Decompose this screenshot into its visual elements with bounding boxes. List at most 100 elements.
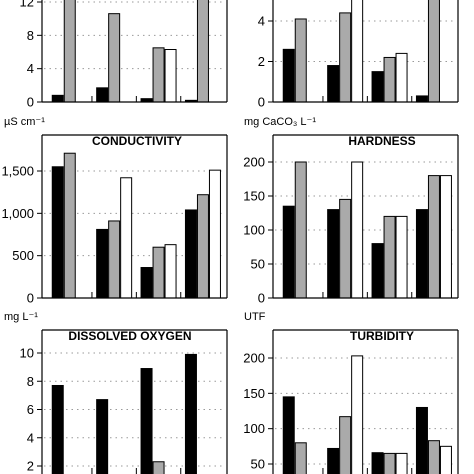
unit-label: µS cm⁻¹ [4,116,45,128]
panel-plot-area [275,0,456,102]
y-tick-label: 500 [12,248,34,263]
bar-g1-s1 [51,94,64,102]
y-tick-label: 200 [243,351,265,366]
panel-title: CONDUCTIVITY [92,134,182,148]
bar-g4-s1 [415,209,428,298]
panel-6: 50 100 150 200 TURBIDITY UTF [243,311,459,474]
bar-g4-s2 [427,0,440,102]
bar-g4-s3 [439,445,452,474]
bar-g1-s2 [294,18,307,102]
bar-g3-s3 [395,52,408,102]
bar-g1-s2 [294,442,307,474]
y-tick-label: 50 [251,257,265,272]
bar-g3-s1 [371,452,384,474]
y-tick-label: 10 [20,346,34,361]
bar-g2-s2 [339,12,352,102]
bar-g3-s2 [152,47,165,102]
y-tick-label: 4 [27,61,34,76]
panel-3: 0 500 1,000 1,500 CONDUCTIVITY µS cm⁻¹ [1,116,228,306]
bar-g1-s2 [294,161,307,298]
bar-g4-s1 [184,99,197,102]
y-tick-label: 4 [27,430,34,445]
bar-g2-s1 [327,209,340,298]
bar-g4-s2 [427,175,440,298]
y-tick-label: 200 [243,155,265,170]
bar-g2-s2 [339,198,352,298]
bar-g3-s1 [140,267,153,298]
bar-g3-s1 [140,368,153,474]
y-tick-label: 12 [20,0,34,10]
panel-plot-area [275,355,456,474]
y-tick-label: 100 [243,421,265,436]
y-tick-label: 100 [243,223,265,238]
panel-4: 0 50 100 150 200 HARDNESS mg CaCO₃ L⁻¹ [243,116,459,306]
bar-g3-s1 [371,71,384,102]
bar-g2-s1 [96,87,109,102]
panel-plot-area [275,161,456,298]
y-tick-label: 8 [27,28,34,43]
bar-g1-s1 [282,205,295,298]
y-tick-label: 1,500 [1,164,34,179]
bar-g1-s1 [282,396,295,474]
bar-g2-s1 [327,65,340,102]
panel-1: 0 4 8 12 [20,0,228,110]
panel-2: 0 2 4 [258,0,459,110]
bar-g3-s2 [152,461,165,474]
panel-title: TURBIDITY [350,329,414,343]
bar-g1-s1 [51,384,64,474]
y-tick-label: 0 [27,95,34,110]
bar-g3-s3 [395,215,408,298]
y-tick-label: 0 [27,291,34,306]
panel-plot-area [44,352,225,474]
bar-g1-s1 [51,166,64,298]
bar-g2-s3 [351,355,364,474]
bar-g2-s2 [108,220,121,298]
y-tick-label: 4 [258,14,265,29]
bar-g4-s2 [427,440,440,474]
y-tick-label: 150 [243,189,265,204]
y-tick-label: 50 [251,457,265,472]
panel-plot-area [44,0,225,102]
bar-g4-s2 [196,0,209,102]
y-tick-label: 1,000 [1,206,34,221]
bar-g2-s3 [351,161,364,298]
bar-g3-s2 [383,452,396,474]
y-tick-label: 2 [27,459,34,474]
bar-g3-s3 [164,49,177,102]
bar-g3-s1 [371,243,384,298]
y-tick-label: 8 [27,374,34,389]
bar-g4-s3 [208,169,221,298]
panel-title: DISSOLVED OXYGEN [68,329,191,343]
bar-g3-s3 [164,244,177,298]
bar-g4-s1 [415,406,428,474]
y-tick-label: 0 [258,95,265,110]
panel-title: HARDNESS [348,134,415,148]
bar-g1-s1 [282,48,295,102]
bar-g4-s1 [415,95,428,102]
bar-g1-s2 [63,0,76,102]
bar-g3-s2 [383,56,396,102]
bar-g2-s2 [108,13,121,102]
bar-g4-s2 [196,194,209,298]
y-tick-label: 150 [243,386,265,401]
bar-g4-s1 [184,353,197,474]
bar-g2-s3 [120,177,133,298]
y-tick-label: 0 [258,291,265,306]
bar-g2-s3 [351,0,364,102]
bar-g3-s1 [140,98,153,102]
unit-label: mg CaCO₃ L⁻¹ [244,116,316,128]
bar-g2-s1 [96,399,109,474]
bar-g2-s1 [96,228,109,298]
y-tick-label: 2 [258,54,265,69]
bar-g3-s2 [152,246,165,298]
bar-g1-s2 [63,152,76,298]
bar-g2-s1 [327,447,340,474]
unit-label: mg L⁻¹ [4,311,38,323]
bar-g4-s1 [184,209,197,298]
panel-plot-area [44,152,225,298]
panel-5: 2 4 6 8 10 DISSOLVED OXYGEN mg L⁻¹ [4,311,228,474]
unit-label: UTF [244,311,266,323]
bar-g2-s2 [339,416,352,474]
bar-g3-s2 [383,215,396,298]
